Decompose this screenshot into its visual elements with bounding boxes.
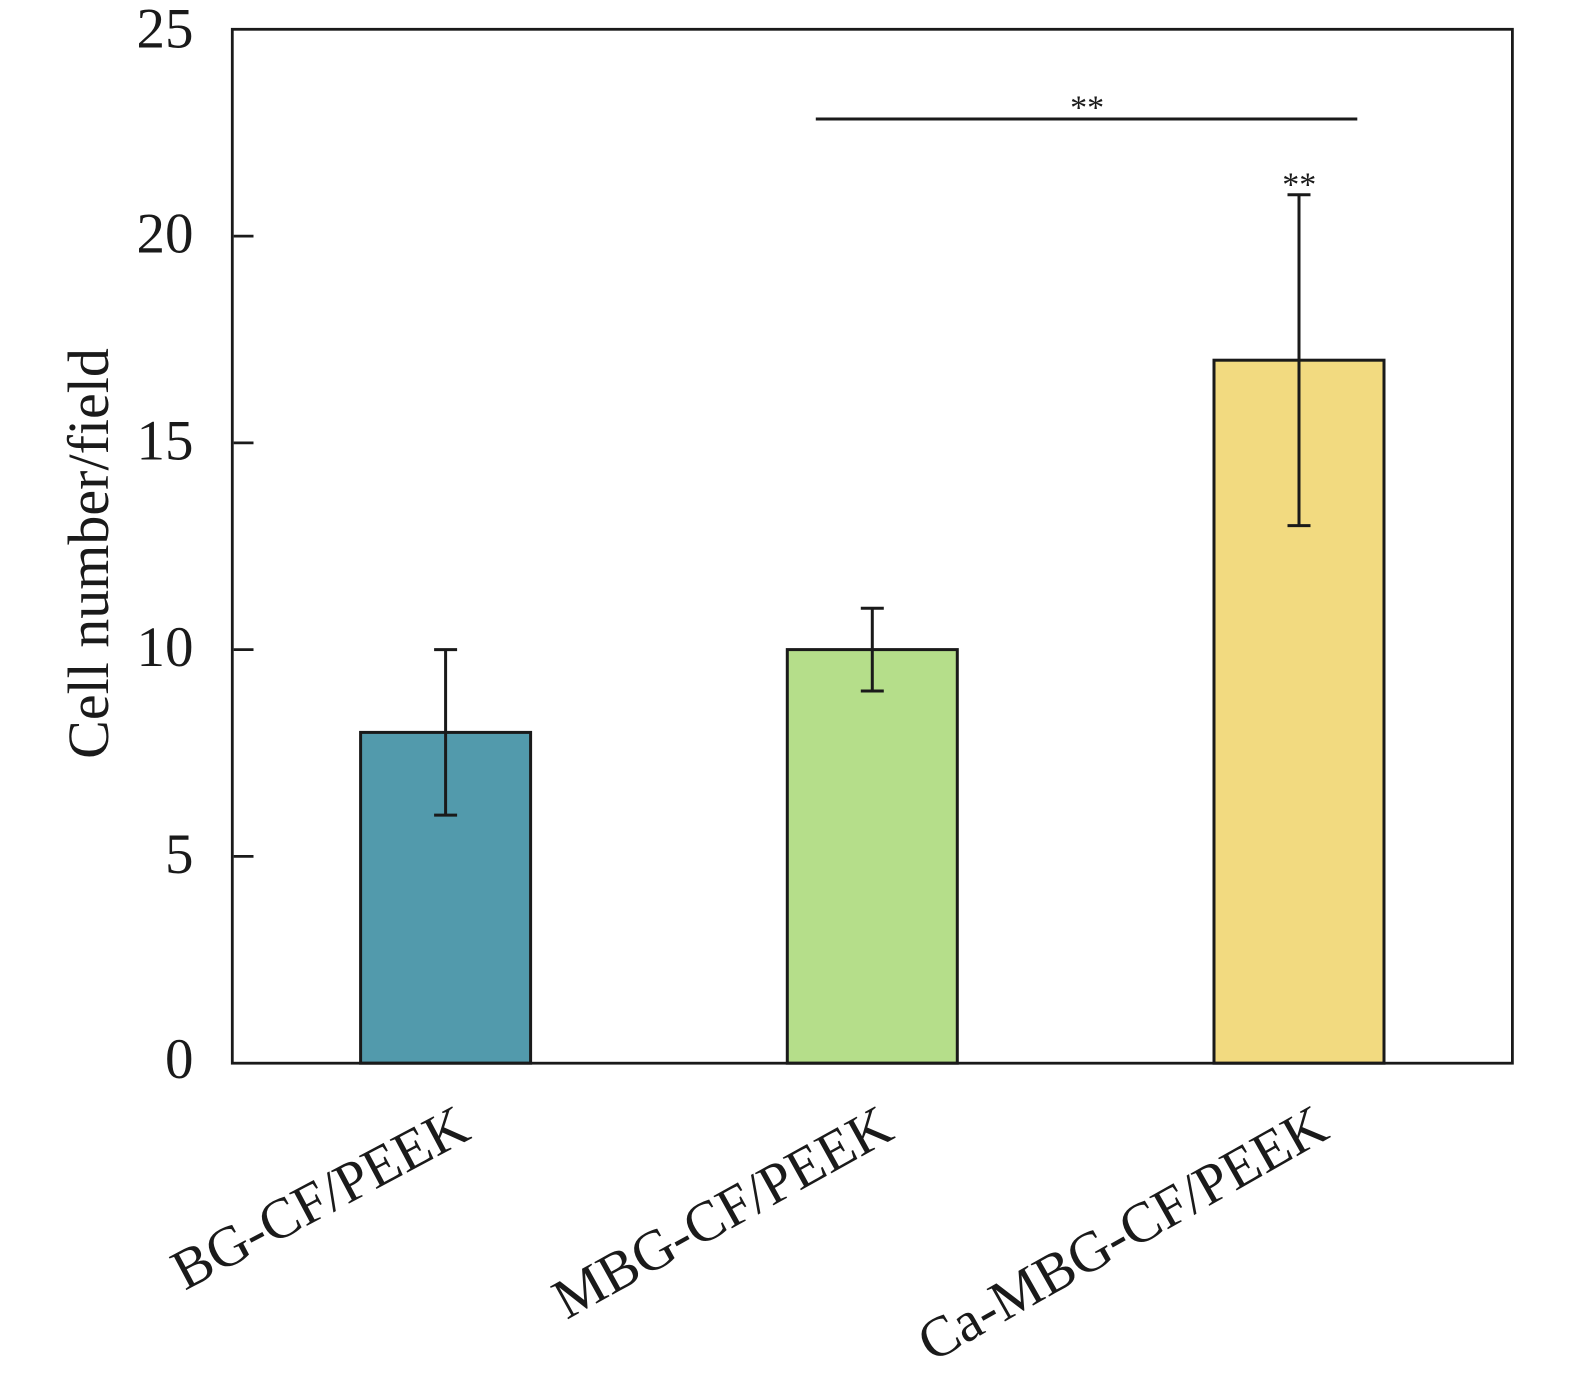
svg-text:15: 15 [137,410,194,473]
svg-text:20: 20 [137,203,194,266]
svg-text:25: 25 [137,0,194,61]
svg-text:MBG-CF/PEEK: MBG-CF/PEEK [542,1094,902,1332]
svg-text:BG-CF/PEEK: BG-CF/PEEK [161,1094,479,1303]
svg-text:10: 10 [137,616,194,679]
svg-text:Ca-MBG-CF/PEEK: Ca-MBG-CF/PEEK [907,1093,1338,1374]
svg-text:**: ** [1282,167,1316,204]
svg-text:5: 5 [165,823,194,886]
svg-text:Cell number/field: Cell number/field [56,348,121,759]
svg-text:**: ** [1070,89,1104,126]
svg-text:0: 0 [165,1028,194,1091]
